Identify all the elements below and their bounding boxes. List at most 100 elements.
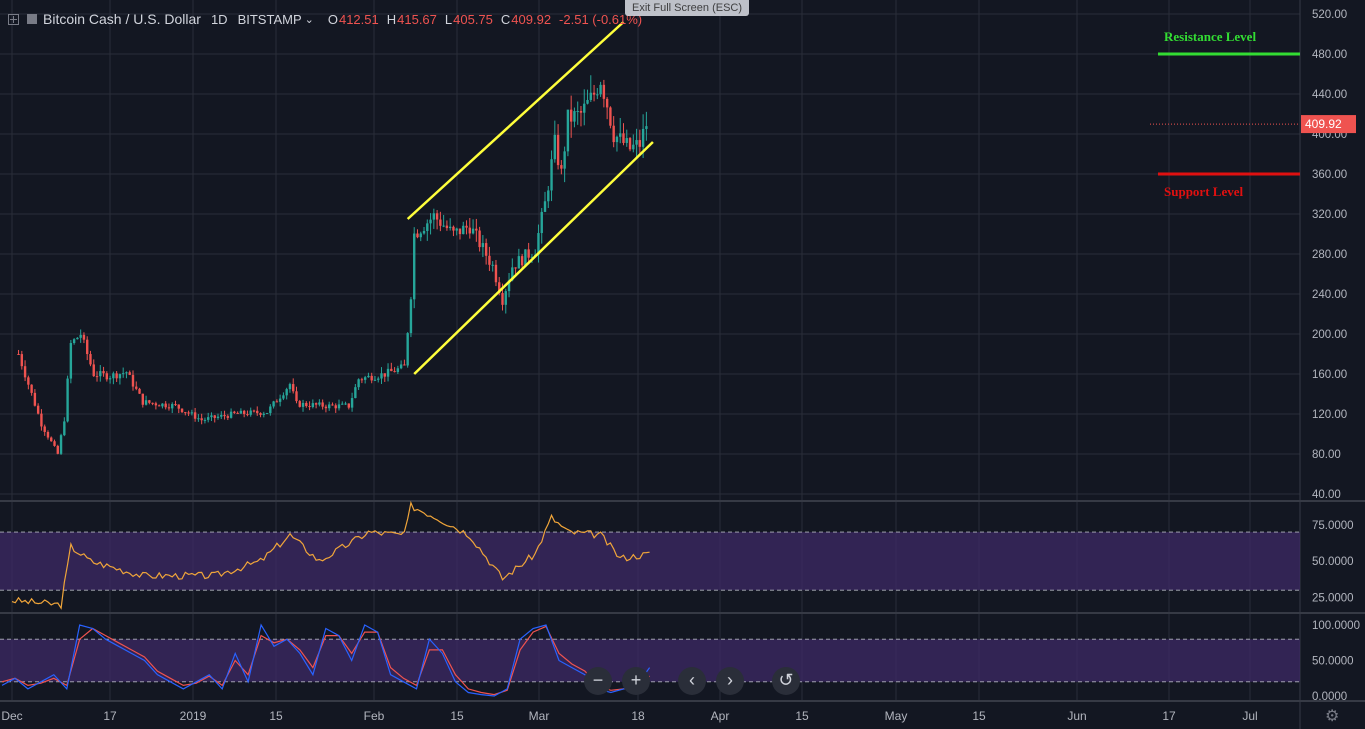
candle-body (537, 233, 540, 255)
candle-body (50, 437, 53, 442)
candle-body (72, 339, 76, 344)
candle-body (583, 103, 586, 113)
stoch-band (0, 639, 1300, 682)
price-tick-label: 520.00 (1312, 9, 1347, 21)
candle-body (144, 400, 148, 405)
candle-body (367, 375, 370, 378)
candle-body (20, 354, 24, 367)
scroll-left-button[interactable]: ‹ (678, 667, 706, 695)
candle-body (154, 403, 158, 406)
candle-body (579, 110, 583, 113)
time-tick-label: Jun (1067, 709, 1086, 723)
candle-body (498, 282, 501, 294)
candle-body (393, 371, 396, 373)
candle-body (530, 256, 534, 258)
candle-body (448, 226, 452, 229)
add-symbol-icon[interactable] (8, 13, 19, 25)
symbol-name[interactable]: Bitcoin Cash / U.S. Dollar (43, 11, 201, 27)
candle-body (576, 110, 579, 112)
time-tick-label: 15 (450, 709, 464, 723)
price-tick-label: 40.00 (1312, 489, 1341, 501)
candle-body (272, 401, 275, 407)
candle-body (399, 364, 403, 369)
candle-body (256, 410, 259, 414)
candle-body (383, 373, 386, 377)
stoch-tick-label: 0.0000 (1312, 691, 1347, 703)
candle-body (141, 393, 144, 405)
candle-body (200, 418, 203, 421)
exchange-label: BITSTAMP (237, 11, 302, 27)
zoom-out-button[interactable]: − (584, 667, 612, 695)
candle-body (422, 230, 426, 234)
candle-body (347, 403, 351, 408)
chevron-down-icon[interactable]: ⌄ (304, 13, 314, 26)
candle-body (298, 401, 301, 407)
candle-body (341, 403, 344, 405)
candle-body (432, 213, 436, 220)
candle-body (40, 413, 43, 427)
last-price-tag (1301, 115, 1356, 134)
candle-body (386, 368, 390, 377)
candle-body (118, 374, 122, 379)
stoch-tick-label: 50.0000 (1312, 656, 1354, 668)
last-price-label: 409.92 (1305, 117, 1342, 131)
candle-body (331, 404, 334, 406)
candle-body (547, 190, 550, 202)
candle-body (602, 84, 606, 99)
time-tick-label: Feb (364, 709, 385, 723)
time-tick-label: 17 (1162, 709, 1176, 723)
zoom-in-button[interactable]: + (622, 667, 650, 695)
candle-body (543, 201, 547, 212)
close-label: C (500, 11, 511, 27)
time-tick-label: 15 (795, 709, 809, 723)
interval-label[interactable]: 1D (210, 11, 228, 27)
open-label: O (327, 11, 338, 27)
candle-body (308, 406, 311, 408)
stoch-tick-label: 100.0000 (1312, 620, 1360, 632)
low-label: L (444, 11, 453, 27)
time-tick-label: 15 (269, 709, 283, 723)
gear-icon[interactable]: ⚙ (1325, 708, 1340, 725)
candle-body (563, 151, 566, 169)
candle-body (43, 426, 46, 432)
candle-body (324, 406, 328, 409)
chart-header: Bitcoin Cash / U.S. Dollar 1D BITSTAMP ⌄… (8, 10, 650, 28)
candle-body (488, 255, 491, 265)
stoch-k-line (1, 623, 651, 697)
change-value: -2.51 (-0.61%) (559, 11, 643, 27)
high-value: 415.67 (397, 11, 437, 27)
candle-body (645, 126, 648, 129)
candle-body (278, 398, 282, 402)
scroll-right-button[interactable]: › (716, 667, 744, 695)
candle-body (527, 249, 530, 258)
candle-body (17, 354, 20, 355)
candle-body (207, 417, 210, 420)
reset-chart-button[interactable]: ↺ (772, 667, 800, 695)
candle-body (435, 213, 439, 220)
candle-body (252, 410, 256, 412)
candle-body (592, 92, 596, 95)
exit-fullscreen-tooltip[interactable]: Exit Full Screen (ESC) (625, 0, 749, 16)
candle-body (161, 403, 164, 407)
candle-body (468, 227, 471, 234)
channel-lower-line (413, 141, 654, 375)
candle-body (157, 405, 161, 407)
low-value: 405.75 (453, 11, 493, 27)
candle-body (174, 404, 177, 406)
price-tick-label: 320.00 (1312, 209, 1347, 221)
candle-body (210, 415, 213, 418)
candle-body (350, 398, 354, 408)
candle-body (566, 109, 570, 152)
candle-body (569, 109, 573, 122)
candle-body (56, 445, 59, 454)
candle-body (86, 339, 89, 355)
time-tick-label: Jul (1242, 709, 1257, 723)
candle-body (475, 228, 478, 231)
candle-body (373, 379, 377, 381)
candle-body (66, 378, 69, 422)
candle-body (190, 412, 194, 414)
stoch-rsi-pane: 0.0000 50.0000 100.0000 (0, 620, 1360, 703)
collapse-icon[interactable] (27, 14, 37, 24)
